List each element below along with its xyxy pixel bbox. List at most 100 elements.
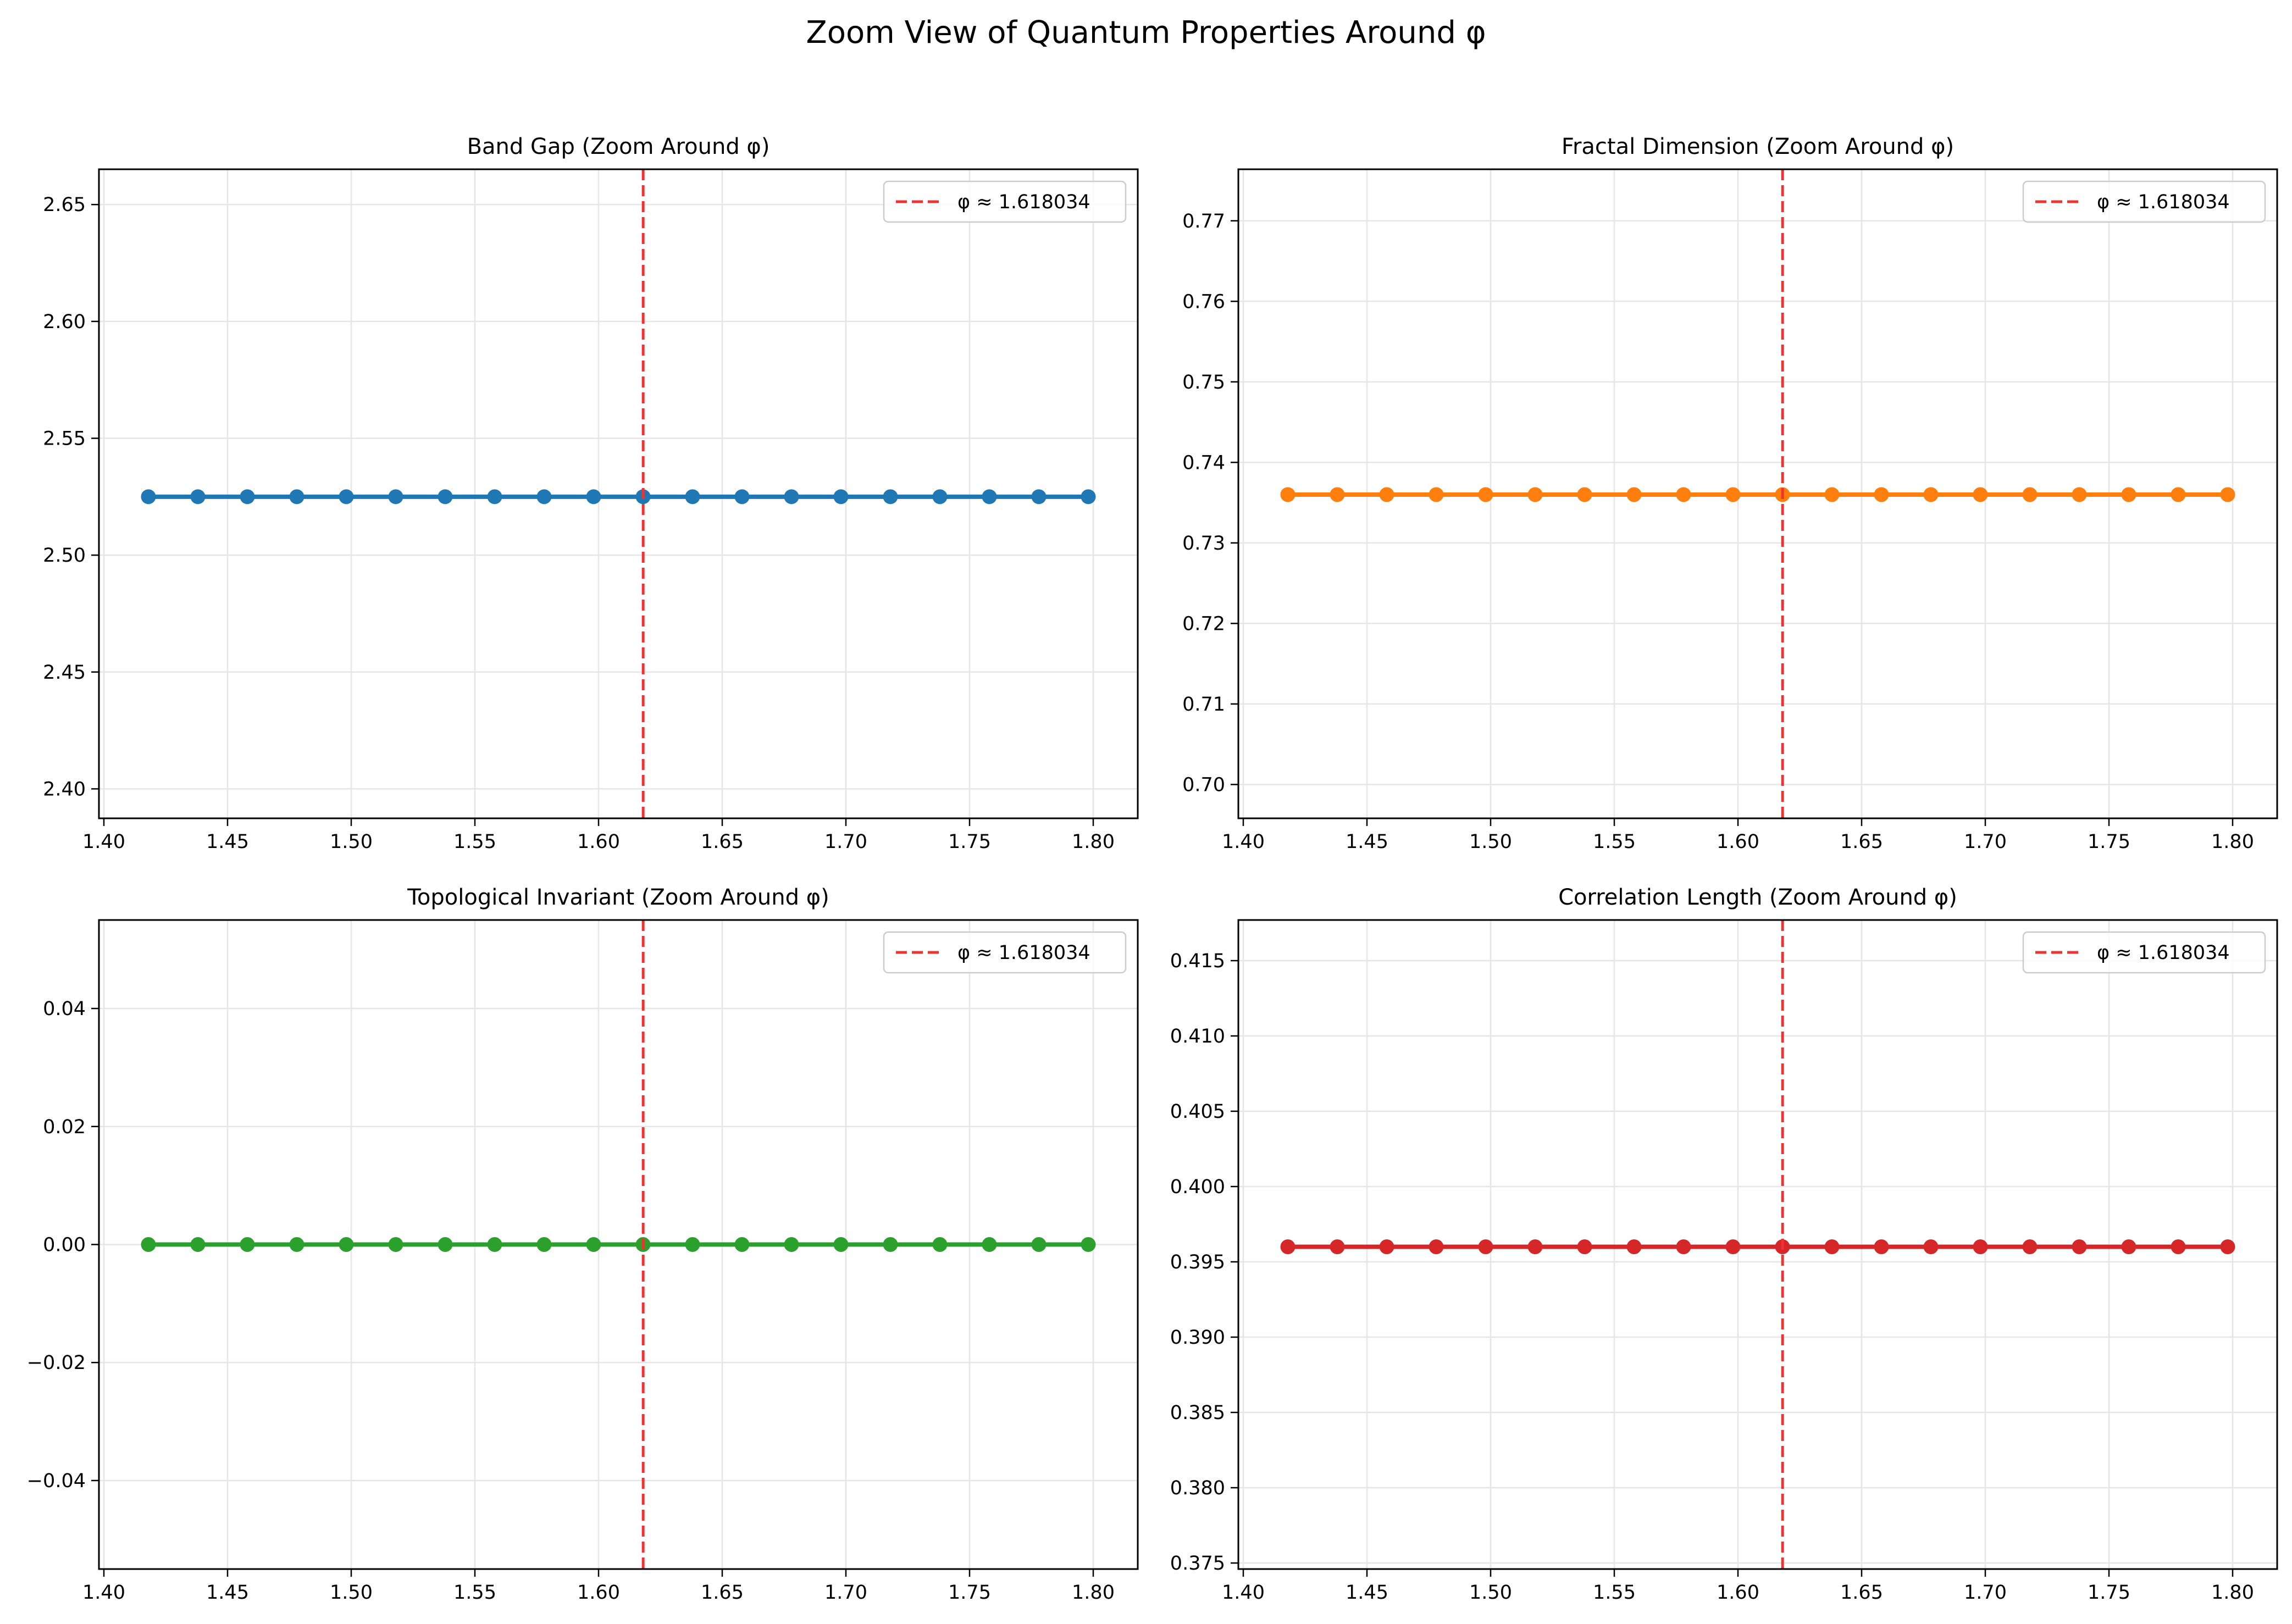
data-point — [734, 489, 750, 505]
data-point — [1081, 1237, 1096, 1252]
data-point — [1676, 487, 1691, 502]
data-point — [240, 1237, 255, 1252]
legend-box — [2022, 931, 2266, 974]
y-tick-label: 2.45 — [43, 662, 86, 684]
data-point — [1478, 1239, 1493, 1255]
data-point — [339, 489, 354, 505]
data-point — [487, 489, 502, 505]
subplot-title: Correlation Length (Zoom Around φ) — [1558, 885, 1957, 910]
x-tick-label: 1.60 — [1717, 831, 1759, 853]
data-point — [1923, 487, 1939, 502]
y-tick-label: 0.76 — [1182, 291, 1225, 313]
data-point — [982, 489, 997, 505]
x-tick-label: 1.60 — [577, 831, 620, 853]
subplot-topological-invariant: 1.40 1.45 1.50 1.55 1.60 1.65 1.70 1.75 1.80 −0.0… — [27, 885, 1139, 1604]
data-point — [1031, 489, 1047, 505]
data-point — [1280, 487, 1296, 502]
x-tick-label: 1.65 — [1840, 831, 1883, 853]
y-tick-label: 0.73 — [1182, 533, 1225, 555]
data-point — [240, 489, 255, 505]
x-tick-label: 1.50 — [330, 831, 373, 853]
x-tick-label: 1.55 — [1593, 1582, 1636, 1604]
data-point — [1577, 1239, 1592, 1255]
x-tick-label: 1.55 — [1593, 831, 1636, 853]
data-point — [1330, 1239, 1345, 1255]
x-tick-label: 1.50 — [330, 1582, 373, 1604]
x-tick-label: 1.65 — [1840, 1582, 1883, 1604]
x-tick-label: 1.70 — [824, 1582, 867, 1604]
data-point — [2072, 487, 2087, 502]
data-point — [1973, 487, 1988, 502]
x-tick-label: 1.40 — [82, 831, 125, 853]
figure-suptitle: Zoom View of Quantum Properties Around φ — [806, 15, 1486, 51]
x-tick-label: 1.65 — [701, 1582, 744, 1604]
data-point — [1824, 487, 1840, 502]
data-point — [1923, 1239, 1939, 1255]
data-point — [2121, 1239, 2136, 1255]
data-point — [1577, 487, 1592, 502]
data-point — [388, 1237, 403, 1252]
data-point — [784, 489, 799, 505]
y-tick-label: 0.74 — [1182, 452, 1225, 474]
y-tick-label: 0.71 — [1182, 694, 1225, 716]
data-point — [1973, 1239, 1988, 1255]
data-point — [1280, 1239, 1296, 1255]
data-point — [141, 489, 156, 505]
data-point — [141, 1237, 156, 1252]
data-point — [734, 1237, 750, 1252]
axes-frame — [1237, 168, 2278, 819]
data-point — [1527, 1239, 1543, 1255]
data-point — [536, 1237, 552, 1252]
x-tick-label: 1.70 — [824, 831, 867, 853]
data-point — [1478, 487, 1493, 502]
data-point — [1874, 487, 1889, 502]
x-tick-label: 1.55 — [453, 1582, 496, 1604]
y-tick-label: 0.00 — [43, 1234, 86, 1256]
data-point — [2220, 487, 2235, 502]
x-tick-label: 1.50 — [1469, 831, 1512, 853]
x-tick-label: 1.40 — [1222, 831, 1265, 853]
x-tick-label: 1.70 — [1964, 1582, 2007, 1604]
y-tick-label: 0.70 — [1182, 774, 1225, 796]
y-tick-label: 0.72 — [1182, 613, 1225, 635]
data-point — [2171, 1239, 2186, 1255]
y-tick-label: −0.04 — [27, 1470, 86, 1492]
x-tick-label: 1.40 — [82, 1582, 125, 1604]
y-tick-label: −0.02 — [27, 1352, 86, 1374]
data-point — [1626, 487, 1642, 502]
data-point — [1626, 1239, 1642, 1255]
x-tick-label: 1.75 — [2088, 1582, 2130, 1604]
data-point — [1725, 487, 1741, 502]
x-tick-label: 1.80 — [1072, 831, 1115, 853]
data-point — [2022, 487, 2038, 502]
legend-label: φ ≈ 1.618034 — [957, 191, 1090, 213]
x-tick-label: 1.65 — [701, 831, 744, 853]
data-point — [339, 1237, 354, 1252]
data-point — [2022, 1239, 2038, 1255]
y-tick-label: 2.40 — [43, 778, 86, 800]
x-tick-label: 1.80 — [2211, 1582, 2254, 1604]
subplot-title: Fractal Dimension (Zoom Around φ) — [1562, 134, 1954, 159]
y-tick-label: 0.390 — [1170, 1327, 1225, 1349]
subplot-band-gap: 1.40 1.45 1.50 1.55 1.60 1.65 1.70 1.75 1.80 2.40… — [43, 134, 1139, 853]
subplot-title: Topological Invariant (Zoom Around φ) — [407, 885, 829, 910]
x-tick-label: 1.50 — [1469, 1582, 1512, 1604]
y-tick-label: 0.375 — [1170, 1553, 1225, 1575]
y-tick-label: 0.380 — [1170, 1477, 1225, 1499]
y-tick-label: 0.385 — [1170, 1402, 1225, 1424]
data-point — [2220, 1239, 2235, 1255]
data-point — [1330, 487, 1345, 502]
x-tick-label: 1.75 — [948, 1582, 991, 1604]
data-point — [932, 489, 948, 505]
y-tick-label: 2.60 — [43, 311, 86, 333]
legend-box — [883, 180, 1127, 223]
x-tick-label: 1.45 — [1346, 1582, 1388, 1604]
data-point — [1527, 487, 1543, 502]
data-point — [1379, 1239, 1394, 1255]
x-tick-label: 1.45 — [206, 831, 249, 853]
data-point — [289, 1237, 305, 1252]
data-point — [487, 1237, 502, 1252]
data-point — [883, 1237, 898, 1252]
x-tick-label: 1.75 — [948, 831, 991, 853]
